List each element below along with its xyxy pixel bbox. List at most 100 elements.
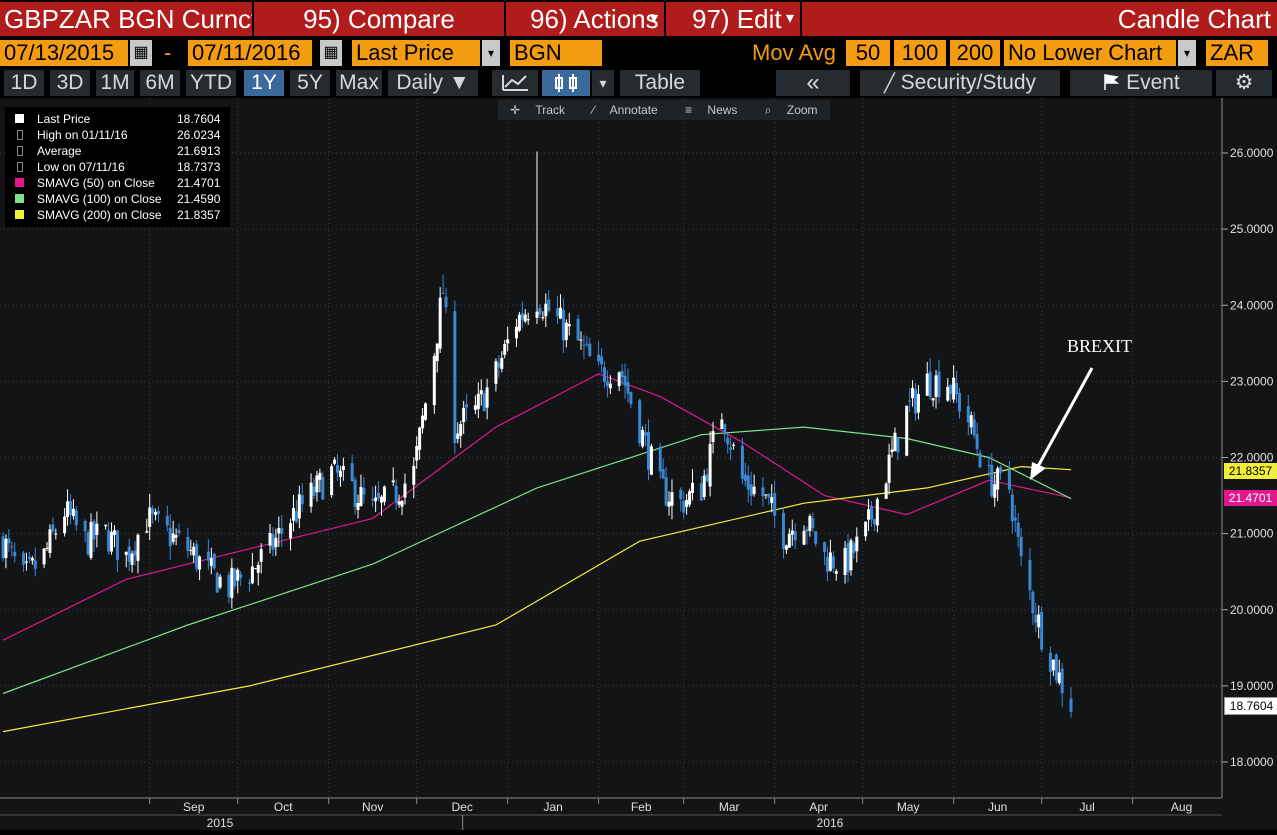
line-chart-icon: [502, 75, 528, 91]
legend-row[interactable]: Last Price 18.7604: [5, 111, 230, 127]
candle-body: [315, 475, 319, 493]
zoom-tool[interactable]: ⌕ Zoom: [753, 100, 830, 120]
candle-body: [608, 383, 612, 389]
start-date-field[interactable]: 07/13/2015: [0, 40, 128, 66]
edit-menu[interactable]: 97) Edit ▾: [666, 2, 800, 36]
legend-name: Average: [37, 144, 82, 158]
event-button[interactable]: Event: [1070, 70, 1212, 96]
candle-chart-icon[interactable]: [542, 70, 590, 96]
edit-label: 97) Edit: [692, 4, 782, 34]
source-field[interactable]: BGN: [510, 40, 602, 66]
period-tab[interactable]: Max: [336, 70, 382, 96]
security-study-button[interactable]: ╱ Security/Study: [860, 70, 1060, 96]
candle-body: [359, 487, 363, 506]
x-month-label: Oct: [274, 800, 293, 814]
compare-menu[interactable]: 95) Compare: [254, 2, 504, 36]
legend-row[interactable]: SMAVG (50) on Close 21.4701: [5, 175, 230, 191]
candle-body: [274, 537, 278, 548]
period-tab[interactable]: YTD: [186, 70, 236, 96]
candle-body: [990, 464, 994, 497]
candle-body: [227, 574, 231, 598]
lower-chart-select[interactable]: No Lower Chart: [1004, 40, 1176, 66]
x-month-label: Mar: [719, 800, 740, 814]
candle-body: [999, 466, 1003, 473]
end-date-field[interactable]: 07/11/2016: [188, 40, 312, 66]
chevron-down-icon[interactable]: ▾: [1178, 40, 1196, 66]
actions-menu[interactable]: 96) Actions ▾: [506, 2, 664, 36]
candle-body: [74, 510, 78, 526]
calendar-icon[interactable]: ▦: [320, 40, 342, 66]
line-chart-icon[interactable]: [492, 70, 538, 96]
ma-period-field[interactable]: 100: [894, 40, 946, 66]
y-tick-label: 19.0000: [1230, 679, 1274, 693]
candle-body: [479, 390, 483, 395]
candle-body: [68, 501, 72, 515]
candle-body: [890, 449, 894, 453]
candle-body: [561, 309, 565, 341]
legend-value: 21.4701: [177, 176, 221, 190]
candle-body: [644, 432, 648, 436]
legend-row[interactable]: SMAVG (100) on Close 21.4590: [5, 191, 230, 207]
legend-name: SMAVG (50) on Close: [37, 176, 155, 190]
legend-row[interactable]: Average 21.6913: [5, 143, 230, 159]
security-title[interactable]: GBPZAR BGN Curncy: [0, 2, 252, 36]
legend-row[interactable]: High on 01/11/16 26.0234: [5, 127, 230, 143]
candle-body: [441, 293, 445, 295]
candle-body: [335, 465, 339, 473]
candle-body: [92, 521, 96, 540]
calendar-icon[interactable]: ▦: [130, 40, 152, 66]
candle-body: [600, 356, 604, 365]
track-tool[interactable]: ✛ Track: [498, 100, 577, 120]
period-tab[interactable]: 1D: [4, 70, 44, 96]
period-tab[interactable]: 1M: [96, 70, 134, 96]
candle-body: [112, 530, 116, 535]
legend-swatch: [15, 178, 24, 187]
candle-body: [476, 393, 480, 410]
chart-legend[interactable]: Last Price 18.7604 High on 01/11/16 26.0234…: [5, 107, 230, 227]
period-tab[interactable]: 1Y: [244, 70, 284, 96]
candle-body: [931, 398, 935, 401]
candle-body: [1010, 494, 1014, 522]
candle-body: [24, 561, 28, 563]
x-year-label: 2016: [817, 816, 844, 830]
chevron-down-icon[interactable]: ▾: [592, 70, 614, 96]
x-month-label: Nov: [362, 800, 383, 814]
candle-body: [916, 393, 920, 413]
y-tick-label: 22.0000: [1230, 451, 1274, 465]
security-study-label: Security/Study: [900, 71, 1037, 94]
candle-body: [127, 546, 131, 562]
table-button[interactable]: Table: [620, 70, 700, 96]
chevron-down-icon[interactable]: ▾: [482, 40, 500, 66]
candle-body: [300, 495, 304, 505]
candle-body: [333, 459, 337, 464]
frequency-select[interactable]: Daily ▼: [388, 70, 478, 96]
candle-body: [925, 373, 929, 396]
news-tool[interactable]: ≡ News: [673, 100, 749, 120]
settings-gear-icon[interactable]: ⚙: [1216, 70, 1272, 96]
candle-body: [400, 501, 404, 507]
legend-row[interactable]: Low on 07/11/16 18.7373: [5, 159, 230, 175]
ma-period-field[interactable]: 200: [950, 40, 1000, 66]
legend-row[interactable]: SMAVG (200) on Close 21.8357: [5, 207, 230, 223]
period-tab[interactable]: 5Y: [290, 70, 330, 96]
candle-body: [133, 550, 137, 556]
candle-body: [723, 424, 727, 435]
candle-body: [462, 407, 466, 423]
candle-body: [661, 469, 665, 479]
candle-body: [787, 533, 791, 548]
ma-period-field[interactable]: 50: [846, 40, 890, 66]
period-tab[interactable]: 3D: [50, 70, 90, 96]
field-select[interactable]: Last Price: [352, 40, 480, 66]
candle-body: [743, 474, 747, 481]
candle-body: [294, 510, 298, 522]
candle-body: [855, 536, 859, 552]
collapse-icon[interactable]: «: [776, 70, 850, 96]
period-tab[interactable]: 6M: [140, 70, 180, 96]
annotate-tool[interactable]: ∕ Annotate: [580, 100, 669, 120]
x-month-label: Apr: [809, 800, 828, 814]
currency-field[interactable]: ZAR: [1206, 40, 1268, 66]
candle-body: [1019, 536, 1023, 557]
actions-caret-icon: ▾: [649, 10, 658, 27]
candle-body: [576, 318, 580, 341]
candle-body: [825, 556, 829, 572]
